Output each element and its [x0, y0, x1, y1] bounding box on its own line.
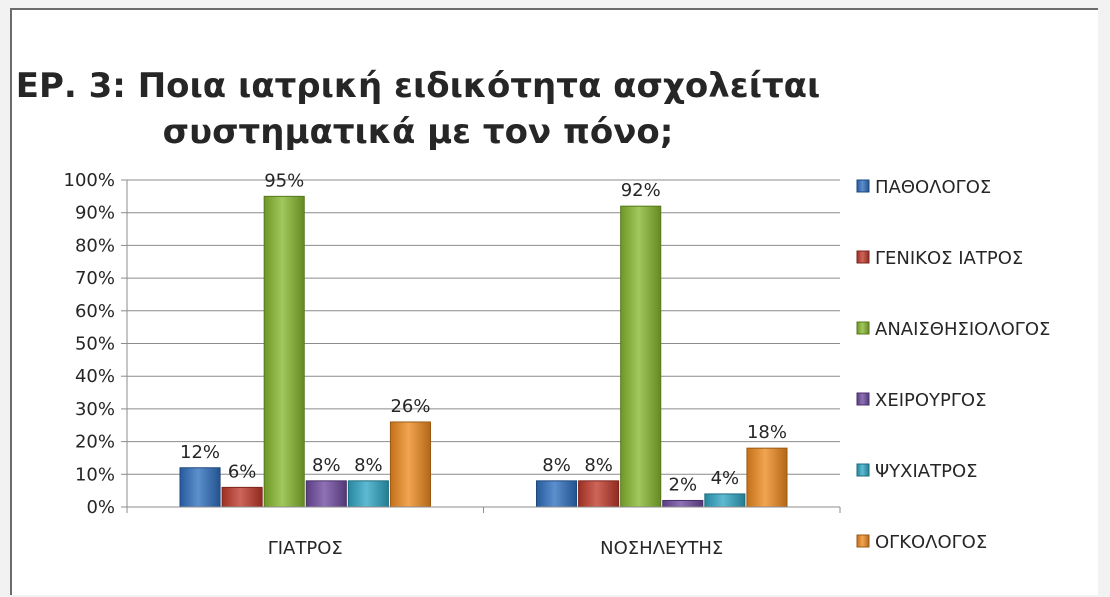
chart-title-line-1: ΕΡ. 3: Ποια ιατρική ειδικότητα ασχολείτα…: [16, 66, 821, 106]
legend-swatch: [856, 321, 870, 335]
bar: [746, 447, 788, 508]
legend-label: ΧΕΙΡΟΥΡΓΟΣ: [875, 390, 986, 411]
bar: [305, 480, 347, 508]
y-tick-label: 30%: [75, 399, 115, 420]
y-tick-label: 50%: [75, 334, 115, 355]
legend-swatch: [856, 250, 870, 264]
data-label: 8%: [312, 455, 341, 476]
chart-title-line-2: συστηματικά με τον πόνο;: [163, 112, 674, 152]
bar: [263, 195, 305, 508]
legend-swatch: [856, 179, 870, 193]
data-label: 2%: [669, 474, 698, 495]
data-label: 8%: [354, 455, 383, 476]
bar-chart: ΕΡ. 3: Ποια ιατρική ειδικότητα ασχολείτα…: [16, 66, 1051, 559]
bar: [704, 493, 746, 508]
bar: [578, 480, 620, 508]
y-tick-label: 70%: [75, 268, 115, 289]
bar: [389, 421, 431, 508]
data-label: 8%: [542, 455, 571, 476]
y-tick-label: 10%: [75, 464, 115, 485]
legend-label: ΠΑΘΟΛΟΓΟΣ: [875, 177, 991, 198]
chart-title: ΕΡ. 3: Ποια ιατρική ειδικότητα ασχολείτα…: [16, 66, 821, 152]
bars: [179, 195, 788, 508]
x-category-label: ΓΙΑΤΡΟΣ: [268, 538, 343, 559]
legend-swatch: [856, 392, 870, 406]
y-tick-label: 20%: [75, 432, 115, 453]
data-label: 92%: [621, 180, 661, 201]
data-label: 12%: [180, 442, 220, 463]
legend-label: ΑΝΑΙΣΘΗΣΙΟΛΟΓΟΣ: [875, 319, 1050, 340]
bar: [179, 467, 221, 508]
bar: [620, 205, 662, 508]
y-tick-label: 60%: [75, 301, 115, 322]
bar: [662, 499, 704, 508]
y-tick-label: 40%: [75, 366, 115, 387]
data-label: 8%: [584, 455, 613, 476]
legend-swatch: [856, 534, 870, 548]
bar: [347, 480, 389, 508]
data-label: 6%: [228, 461, 257, 482]
legend-label: ΟΓΚΟΛΟΓΟΣ: [875, 532, 987, 553]
y-axis: 0% 10% 20% 30% 40% 50% 60% 70% 80% 90% 100%: [64, 170, 128, 518]
data-labels: 12% 8% 6% 8% 95% 92% 8% 2% 8% 4% 26% 18%: [180, 170, 787, 495]
data-label: 95%: [264, 170, 304, 191]
y-tick-label: 80%: [75, 235, 115, 256]
chart-frame: ΕΡ. 3: Ποια ιατρική ειδικότητα ασχολείτα…: [10, 8, 1098, 595]
data-label: 26%: [390, 396, 430, 417]
bar: [536, 480, 578, 508]
x-axis: ΓΙΑΤΡΟΣ ΝΟΣΗΛΕΥΤΗΣ: [126, 506, 841, 559]
y-tick-label: 90%: [75, 203, 115, 224]
y-tick-label: 0%: [86, 497, 115, 518]
legend-swatch: [856, 463, 870, 477]
gridlines: [127, 179, 840, 475]
legend: ΠΑΘΟΛΟΓΟΣ ΓΕΝΙΚΟΣ ΙΑΤΡΟΣ ΑΝΑΙΣΘΗΣΙΟΛΟΓΟΣ ΧΕ…: [856, 177, 1050, 553]
legend-label: ΨΥΧΙΑΤΡΟΣ: [875, 461, 978, 482]
data-label: 4%: [711, 468, 740, 489]
data-label: 18%: [747, 422, 787, 443]
legend-label: ΓΕΝΙΚΟΣ ΙΑΤΡΟΣ: [875, 248, 1023, 269]
bar: [221, 486, 263, 508]
x-category-label: ΝΟΣΗΛΕΥΤΗΣ: [600, 538, 723, 559]
y-tick-label: 100%: [64, 170, 115, 191]
